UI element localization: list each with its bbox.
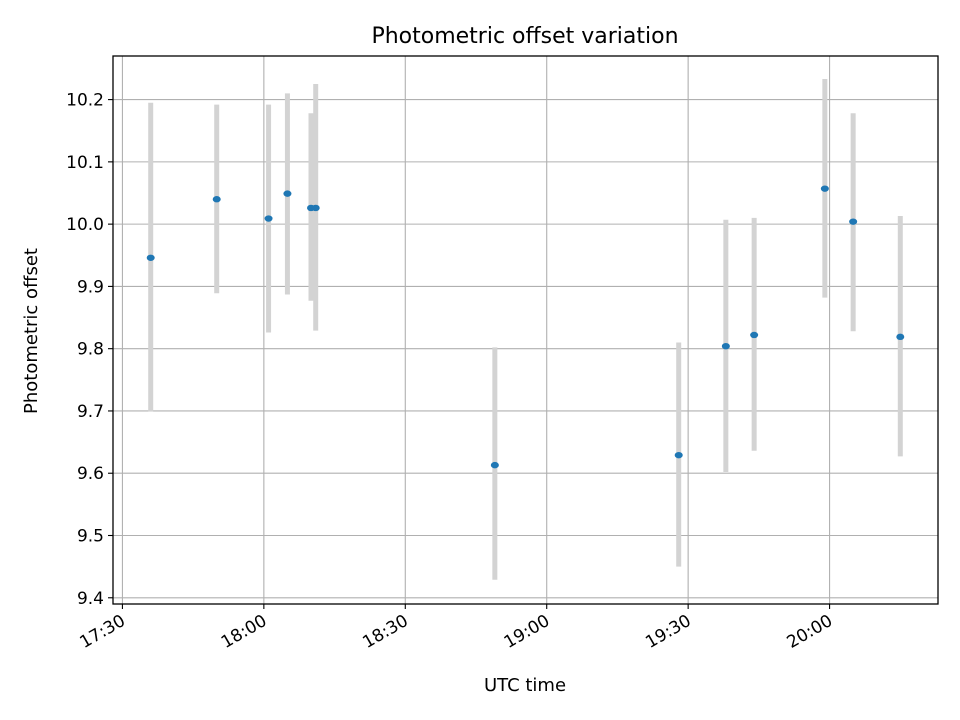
- data-point: [750, 331, 759, 339]
- y-tick-label: 9.8: [77, 340, 104, 360]
- data-point: [721, 342, 730, 350]
- x-tick-label: 20:00: [784, 611, 836, 653]
- y-tick-label: 9.7: [77, 402, 104, 422]
- y-tick-label: 9.9: [77, 277, 104, 297]
- x-axis-label: UTC time: [484, 675, 566, 696]
- x-tick-label: 19:30: [642, 611, 694, 653]
- data-point: [490, 461, 499, 469]
- x-tick-label: 18:30: [359, 611, 411, 653]
- y-tick-label: 10.0: [66, 215, 104, 235]
- x-tick-label: 18:00: [218, 611, 270, 653]
- x-axis: 17:30 18:00 18:30 19:00 19:30 20:00: [76, 604, 836, 653]
- y-axis-label: Photometric offset: [21, 248, 42, 414]
- data-points: [146, 185, 905, 469]
- plot-frame: [112, 55, 939, 605]
- y-tick-label: 10.1: [66, 153, 104, 173]
- data-point: [820, 185, 829, 192]
- x-tick-label: 17:30: [76, 611, 128, 653]
- grid: [113, 56, 938, 604]
- error-bars: [148, 79, 903, 580]
- y-axis: 9.4 9.5 9.6 9.7 9.8 9.9 10.0 10.1 10.2: [66, 91, 113, 609]
- data-point: [849, 218, 858, 225]
- x-tick-label: 19:00: [501, 611, 553, 653]
- data-point: [264, 215, 273, 222]
- y-tick-label: 9.6: [77, 464, 104, 484]
- chart-title: Photometric offset variation: [371, 24, 678, 49]
- y-tick-label: 10.2: [66, 91, 104, 111]
- y-tick-label: 9.5: [77, 527, 104, 547]
- data-point: [896, 333, 905, 341]
- data-point: [283, 190, 292, 197]
- data-point: [311, 204, 320, 212]
- data-point: [674, 451, 683, 459]
- y-tick-label: 9.4: [77, 589, 104, 609]
- data-point: [212, 196, 221, 203]
- data-point: [146, 254, 155, 261]
